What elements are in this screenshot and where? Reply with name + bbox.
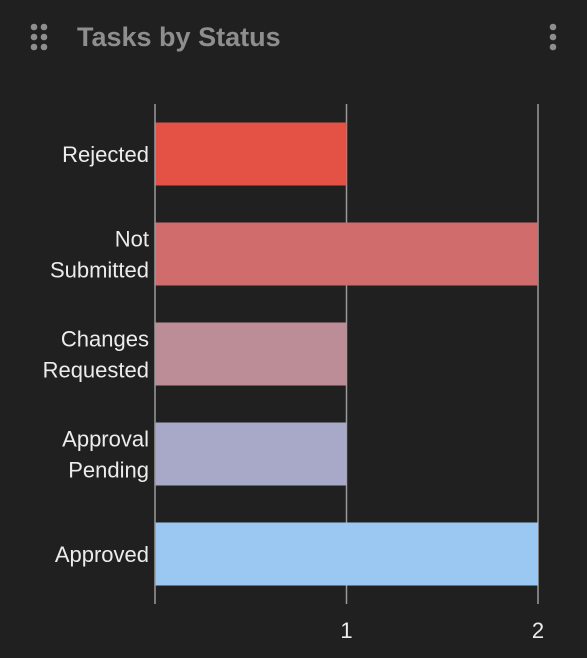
category-label: Approval bbox=[62, 427, 149, 452]
more-vertical-icon[interactable] bbox=[541, 22, 565, 52]
category-label: Changes bbox=[61, 327, 149, 352]
category-label: Not bbox=[115, 227, 149, 252]
x-tick-label: 2 bbox=[532, 618, 544, 643]
bar bbox=[155, 222, 538, 286]
bar bbox=[155, 122, 347, 186]
more-vertical-glyph bbox=[549, 23, 557, 51]
category-label: Rejected bbox=[62, 142, 149, 167]
category-label: Requested bbox=[43, 358, 149, 383]
bar bbox=[155, 522, 538, 586]
drag-handle-icon[interactable] bbox=[29, 22, 51, 52]
category-label: Approved bbox=[55, 542, 149, 567]
x-tick-label: 1 bbox=[340, 618, 352, 643]
category-label: Submitted bbox=[50, 258, 149, 283]
bar bbox=[155, 322, 347, 386]
widget-title: Tasks by Status bbox=[77, 22, 281, 52]
category-label: Pending bbox=[68, 458, 149, 483]
bar bbox=[155, 422, 347, 486]
drag-handle-glyph bbox=[30, 23, 48, 51]
